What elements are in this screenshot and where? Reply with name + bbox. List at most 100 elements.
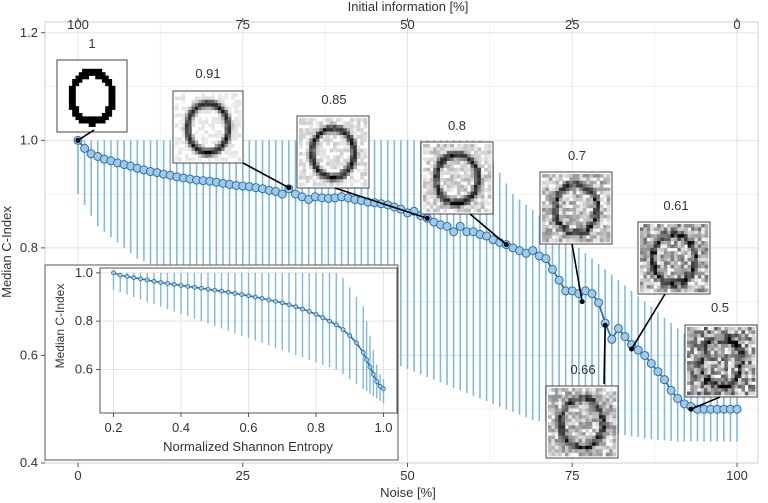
thumbnail-pixel (227, 123, 232, 128)
thumbnail-pixel (470, 147, 475, 152)
thumbnail-pixel (690, 381, 695, 386)
thumbnail-pixel (429, 181, 434, 186)
thumbnail-pixel (565, 442, 569, 447)
thumbnail-pixel (333, 135, 337, 139)
thumbnail-pixel (319, 172, 324, 177)
thumbnail-pixel (578, 411, 583, 416)
thumbnail-pixel (353, 141, 358, 146)
thumbnail-pixel (98, 75, 103, 80)
thumbnail-pixel (751, 340, 756, 345)
thumbnail-pixel (436, 178, 441, 182)
thumbnail-pixel (309, 131, 313, 136)
main-x2-tick-label: 0 (733, 17, 740, 32)
thumbnail-pixel (650, 275, 654, 279)
thumbnail-pixel (579, 208, 584, 212)
thumbnail-pixel (343, 121, 347, 126)
thumbnail-pixel (606, 197, 611, 202)
thumbnail-pixel (555, 197, 560, 202)
thumbnail-pixel (572, 197, 577, 202)
thumbnail-pixel (224, 120, 229, 124)
thumbnail-pixel (565, 231, 570, 236)
digit-thumbnails (56, 59, 758, 459)
thumbnail-pixel (554, 411, 559, 416)
thumbnail-pixel (650, 234, 654, 238)
thumbnail-pixel (575, 435, 579, 440)
thumbnail-pixel (565, 225, 570, 229)
thumbnail-pixel (571, 388, 576, 392)
thumbnail-pixel (721, 378, 725, 382)
thumbnail-pixel (191, 147, 196, 152)
inset-x-tick-label: 1.0 (374, 420, 392, 435)
thumbnail-pixel (224, 137, 229, 141)
thumbnail-pixel (558, 439, 562, 443)
thumbnail-pixel (568, 445, 573, 450)
thumbnail-pixel (653, 288, 658, 293)
thumbnail-pixel (201, 106, 205, 111)
thumbnail-pixel (578, 405, 583, 409)
thumbnail-pixel (565, 401, 569, 406)
thumbnail-pixel (231, 96, 235, 101)
thumbnail-pixel (576, 197, 580, 202)
thumbnail-pixel (429, 164, 434, 169)
inset-y-tick-label: 1.0 (75, 265, 93, 280)
thumbnail-pixel (184, 154, 189, 158)
thumbnail-pixel (558, 394, 562, 399)
thumbnail-pixel (433, 188, 437, 192)
thumbnail-pixel (224, 144, 229, 148)
thumbnail-pixel (433, 191, 437, 196)
inset-y-tick-label: 0.6 (75, 362, 93, 377)
thumbnail-pixel (350, 155, 354, 160)
thumbnail-pixel (457, 157, 461, 162)
thumbnail-pixel (571, 442, 576, 447)
thumbnail-pixel (198, 150, 202, 155)
thumbnail-pixel (596, 235, 601, 239)
thumbnail-pixel (191, 120, 196, 124)
thumbnail-pixel (198, 144, 202, 148)
thumbnail-pixel (657, 264, 661, 269)
thumbnail-pixel (312, 179, 317, 183)
thumbnail-pixel (595, 442, 600, 447)
thumbnail-pixel (738, 371, 742, 375)
thumbnail-pixel (693, 374, 698, 379)
thumbnail-pixel (446, 150, 451, 155)
thumbnail-pixel (593, 238, 597, 243)
thumbnail-pixel (578, 418, 583, 423)
thumbnail-pixel (588, 445, 593, 450)
thumbnail-pixel (643, 285, 648, 289)
thumbnail-pixel (305, 128, 310, 132)
thumbnail-pixel (571, 415, 576, 419)
thumbnail-pixel (217, 133, 222, 138)
thumbnail-pixel (571, 435, 576, 440)
thumbnail-pixel (450, 150, 454, 155)
thumbnail-pixel (562, 180, 567, 185)
thumbnail-pixel (316, 131, 320, 136)
thumbnail-pixel (612, 422, 617, 426)
thumbnail-pixel (85, 116, 89, 121)
thumbnail-pixel (453, 184, 458, 189)
thumbnail-pixel (470, 164, 475, 169)
thumbnail-pixel (312, 118, 317, 122)
thumbnail-pixel (299, 118, 303, 122)
thumbnail-pixel (82, 119, 86, 124)
thumbnail-pixel (589, 187, 594, 192)
thumbnail-pixel (316, 152, 320, 156)
thumbnail-pixel (691, 278, 695, 283)
thumbnail-pixel (741, 347, 746, 352)
thumbnail-pixel (582, 231, 587, 236)
thumbnail-pixel (353, 179, 358, 183)
thumbnail-pixel (457, 167, 461, 172)
thumbnail-pixel (579, 191, 584, 195)
thumbnail-pixel (585, 408, 590, 413)
thumbnail-pixel (480, 205, 485, 209)
thumbnail-pixel (470, 161, 475, 165)
thumbnail-pixel (680, 244, 685, 249)
thumbnail-pixel (593, 197, 597, 202)
thumbnail-pixel (727, 374, 732, 379)
thumbnail-pixel (714, 350, 718, 355)
thumbnail-pixel (443, 181, 448, 186)
thumbnail-pixel (697, 285, 702, 289)
thumbnail-pixel (188, 110, 192, 114)
thumbnail-pixel (582, 197, 587, 202)
thumbnail-pixel (603, 177, 607, 182)
thumbnail-pixel (748, 364, 752, 369)
